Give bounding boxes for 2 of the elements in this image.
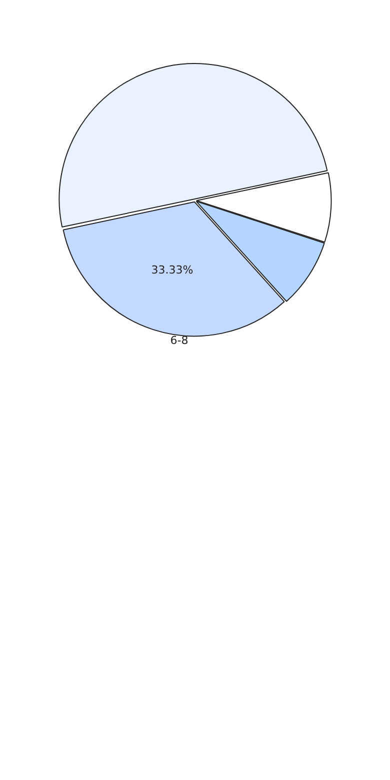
slice-label: 6-8 [170, 334, 188, 348]
data-label: 33.33% [151, 263, 194, 276]
